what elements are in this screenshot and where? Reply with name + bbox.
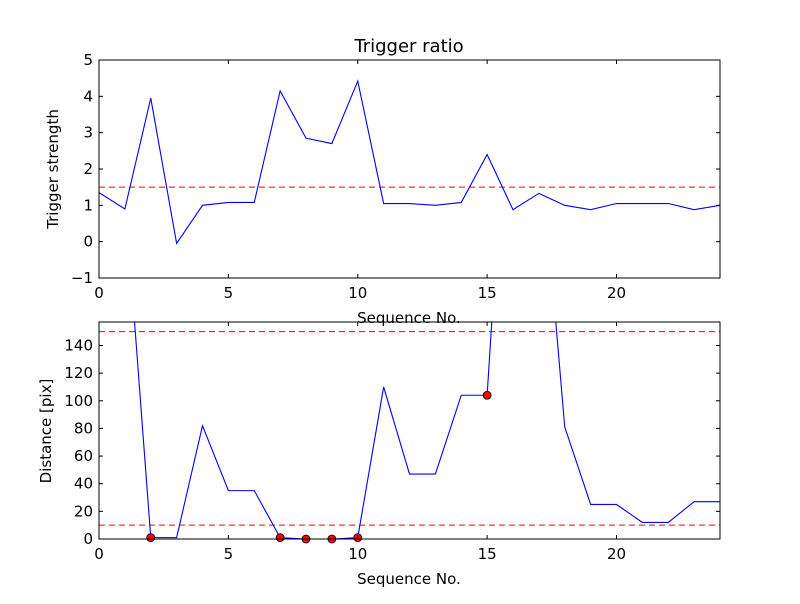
y-tick-label: 3: [83, 124, 93, 142]
distance-panel: Sequence No. Distance [pix] 0 5 10 15 20 0 20 4…: [37, 321, 721, 588]
y-tick-label: 2: [83, 160, 93, 178]
x-axis-label: Sequence No.: [357, 309, 461, 327]
series-line: [99, 79, 720, 245]
y-tick-label: 100: [64, 392, 93, 410]
y-axis-label: Trigger strength: [44, 109, 62, 230]
data-point-marker: [146, 533, 156, 543]
y-tick-label: 0: [83, 233, 93, 251]
y-tick-label: 0: [83, 530, 93, 548]
y-tick-label: 1: [83, 196, 93, 214]
y-tick-label: 60: [74, 447, 93, 465]
x-tick-label: 0: [94, 284, 104, 302]
axes-frame: [98, 59, 721, 279]
y-tick-label: 140: [64, 336, 93, 354]
plot-area: [99, 79, 720, 245]
x-tick-label: 5: [224, 545, 234, 563]
axes-frame: [98, 321, 721, 540]
x-tick-label: 0: [94, 545, 104, 563]
trigger-ratio-panel: Trigger ratio Sequence No. Trigger stren…: [44, 36, 721, 327]
x-axis-label: Sequence No.: [357, 570, 461, 588]
data-point-marker: [275, 533, 285, 543]
x-tick-label: 15: [478, 545, 497, 563]
x-tick-label: 20: [607, 284, 626, 302]
y-tick-label: 4: [83, 87, 93, 105]
y-tick-label: 40: [74, 475, 93, 493]
x-tick-label: 10: [348, 545, 367, 563]
y-tick-label: 20: [74, 502, 93, 520]
y-axis-label: Distance [pix]: [37, 379, 55, 484]
y-tick-label: 120: [64, 364, 93, 382]
x-tick-label: 20: [607, 545, 626, 563]
plot-area: [99, 322, 720, 539]
series-line: [133, 322, 720, 539]
y-tick-label: 80: [74, 419, 93, 437]
y-tick-label: 5: [83, 51, 93, 69]
data-point-marker: [482, 390, 492, 400]
y-tick-label: −1: [71, 269, 93, 287]
x-tick-label: 10: [348, 284, 367, 302]
x-tick-label: 15: [478, 284, 497, 302]
x-tick-label: 5: [224, 284, 234, 302]
chart-title: Trigger ratio: [353, 36, 463, 57]
